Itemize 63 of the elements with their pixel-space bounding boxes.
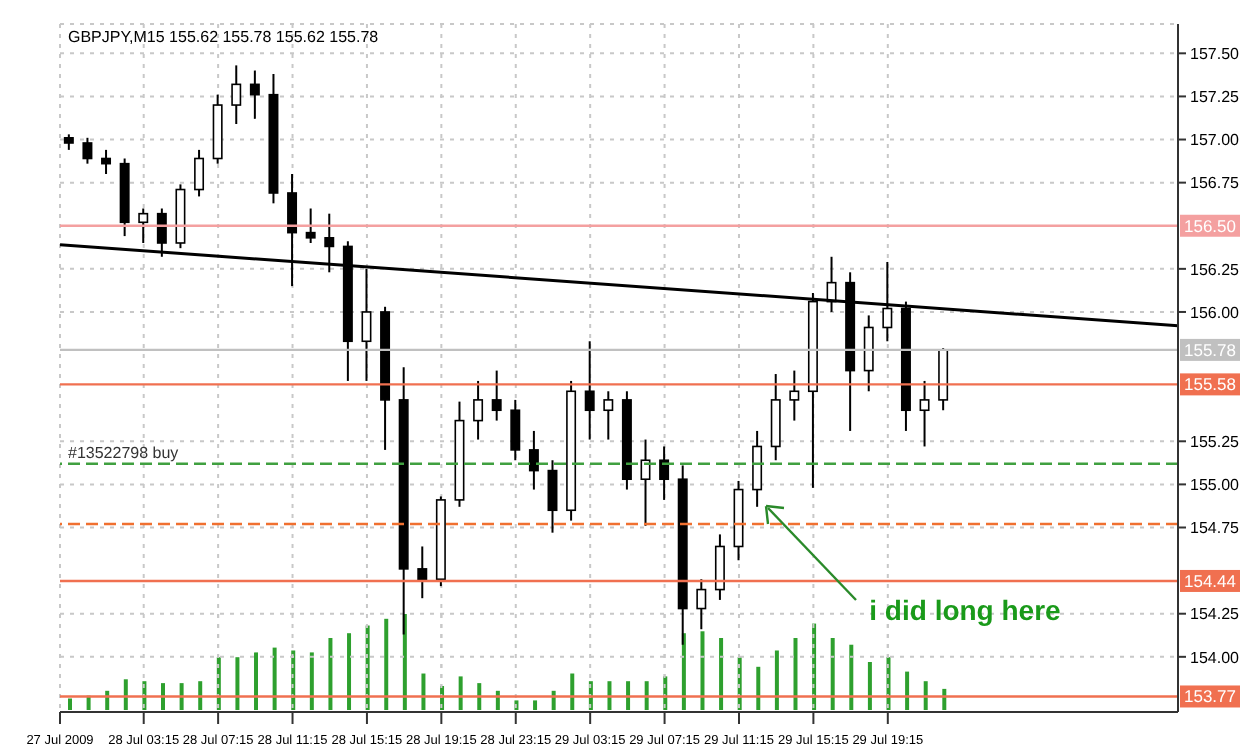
bar [328,638,333,710]
bar [774,650,779,710]
candlestick [770,373,781,462]
bar [570,673,575,710]
bar [700,631,705,710]
bar [719,638,724,710]
y-tick-label: 157.00 [1190,131,1241,150]
bar [905,671,910,710]
candlestick [194,148,205,198]
chart-title: GBPJPY,M15 155.62 155.78 155.62 155.78 [68,28,379,46]
candlestick [305,207,316,244]
annotation: i did long here [869,593,1061,626]
ref-line-label: 155.58 [1184,374,1237,395]
ref-line-label: #13522798 buy [68,443,179,462]
candlestick [417,545,428,600]
ref-line-label: 154.44 [1184,570,1237,591]
bar [458,676,463,710]
y-tick-label: 157.50 [1190,44,1241,63]
y-tick-label: 155.00 [1190,476,1241,495]
candlestick [547,459,558,534]
candlestick [863,314,874,393]
candlestick [528,429,539,491]
y-tick-label: 154.75 [1190,519,1241,538]
candlestick [919,379,930,448]
candlestick [231,64,242,126]
bar [756,666,761,710]
bar [347,633,352,710]
candlestick [584,340,595,441]
y-tick-label: 154.00 [1190,648,1241,667]
candlestick [789,369,800,422]
bar [867,662,872,710]
y-tick-label: 156.00 [1190,303,1241,322]
candlestick [82,136,93,165]
y-tick-label: 156.75 [1190,174,1241,193]
candlestick [138,207,149,244]
candlestick [491,369,502,422]
y-tick-label: 157.25 [1190,88,1241,107]
bar [123,679,128,710]
y-tick-label: 155.25 [1190,432,1241,451]
candlestick [659,445,670,501]
bar [793,638,798,710]
bar [830,638,835,710]
ref-line-label: 156.50 [1184,215,1237,236]
bar [384,618,389,710]
ref-line-label: 155.78 [1184,339,1237,360]
bar [272,647,277,710]
bar [309,652,314,710]
bar [849,644,854,710]
bar [235,657,240,710]
candlestick [714,533,725,601]
candlestick [752,429,763,508]
candlestick [696,578,707,631]
candlestick [603,390,614,441]
y-tick-label: 156.25 [1190,260,1241,279]
bar [533,700,538,710]
bar [68,698,72,710]
candlestick [249,69,260,120]
y-tick-label: 154.25 [1190,605,1241,624]
candlestick [101,148,112,176]
candlestick [510,398,521,462]
bar [421,673,426,710]
candlestick [473,379,484,441]
ref-line-label: 153.77 [1184,686,1237,707]
